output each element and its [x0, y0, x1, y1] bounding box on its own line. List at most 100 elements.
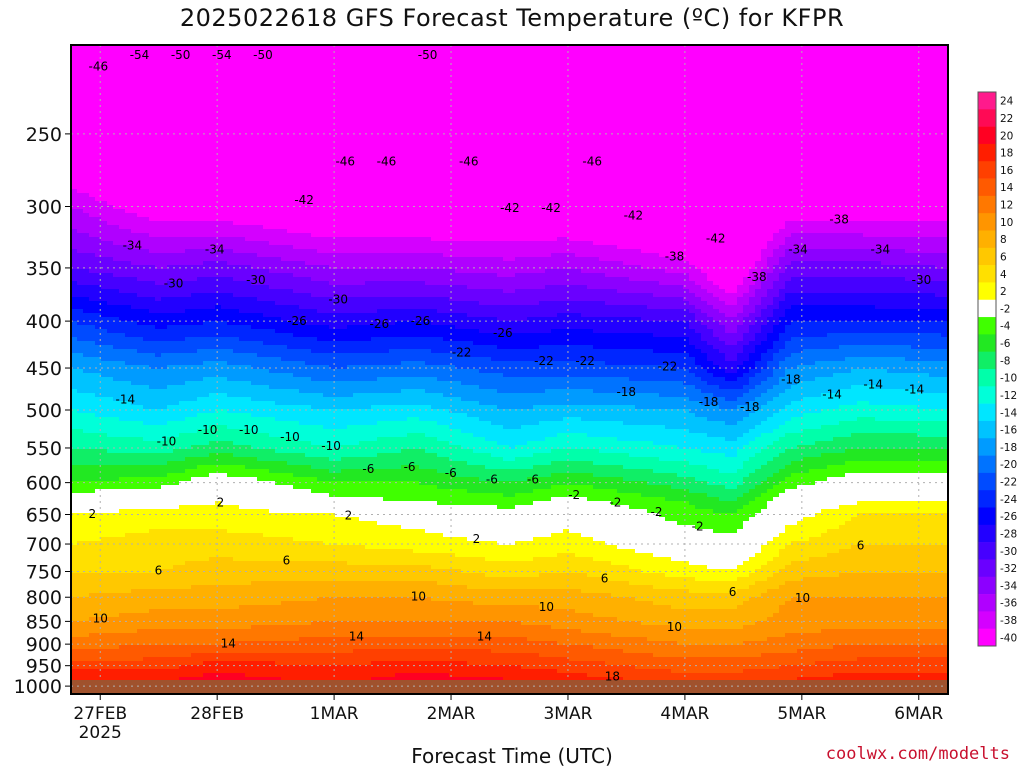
field-cell — [233, 533, 240, 538]
field-cell — [197, 217, 204, 222]
field-cell — [227, 237, 234, 242]
field-cell — [209, 233, 216, 238]
field-cell — [215, 393, 222, 398]
field-cell — [185, 293, 192, 298]
field-cell — [221, 629, 228, 634]
field-cell — [161, 177, 168, 182]
field-cell — [203, 469, 210, 474]
field-cell — [185, 585, 192, 590]
field-cell — [101, 641, 108, 646]
field-cell — [167, 589, 174, 594]
field-cell — [191, 625, 198, 630]
field-cell — [251, 233, 258, 238]
field-cell — [161, 105, 168, 110]
field-cell — [185, 529, 192, 534]
field-cell — [203, 297, 210, 302]
field-cell — [149, 145, 156, 150]
field-cell — [191, 517, 198, 522]
field-cell — [209, 581, 216, 586]
field-cell — [149, 449, 156, 454]
field-cell — [197, 413, 204, 418]
field-cell — [107, 453, 114, 458]
field-cell — [251, 417, 258, 422]
field-cell — [215, 201, 222, 206]
field-cell — [107, 421, 114, 426]
field-cell — [239, 165, 246, 170]
field-cell — [215, 305, 222, 310]
field-cell — [107, 361, 114, 366]
field-cell — [191, 185, 198, 190]
field-cell — [89, 341, 96, 346]
field-cell — [107, 501, 114, 506]
field-cell — [107, 253, 114, 258]
field-cell — [221, 441, 228, 446]
field-cell — [185, 445, 192, 450]
field-cell — [221, 233, 228, 238]
field-cell — [197, 589, 204, 594]
field-cell — [251, 289, 258, 294]
field-cell — [95, 401, 102, 406]
field-cell — [125, 541, 132, 546]
field-cell — [239, 397, 246, 402]
field-cell — [143, 509, 150, 514]
field-cell — [209, 181, 216, 186]
field-cell — [215, 377, 222, 382]
field-cell — [209, 269, 216, 274]
field-cell — [209, 585, 216, 590]
field-cell — [107, 525, 114, 530]
field-cell — [221, 565, 228, 570]
field-cell — [77, 173, 84, 178]
field-cell — [185, 505, 192, 510]
field-cell — [161, 401, 168, 406]
field-cell — [227, 253, 234, 258]
field-cell — [77, 273, 84, 278]
field-cell — [89, 97, 96, 102]
field-cell — [257, 209, 264, 214]
field-cell — [215, 85, 222, 90]
field-cell — [125, 673, 132, 678]
field-cell — [119, 513, 126, 518]
field-cell — [167, 413, 174, 418]
field-cell — [251, 573, 258, 578]
field-cell — [197, 517, 204, 522]
field-cell — [167, 269, 174, 274]
field-cell — [131, 205, 138, 210]
field-cell — [137, 265, 144, 270]
field-cell — [203, 261, 210, 266]
field-cell — [239, 145, 246, 150]
field-cell — [155, 617, 162, 622]
field-cell — [197, 417, 204, 422]
field-cell — [119, 309, 126, 314]
field-cell — [197, 181, 204, 186]
field-cell — [161, 245, 168, 250]
field-cell — [107, 601, 114, 606]
field-cell — [203, 441, 210, 446]
field-cell — [239, 389, 246, 394]
field-cell — [209, 601, 216, 606]
field-cell — [167, 189, 174, 194]
field-cell — [125, 201, 132, 206]
field-cell — [77, 321, 84, 326]
field-cell — [83, 165, 90, 170]
field-cell — [167, 369, 174, 374]
field-cell — [257, 145, 264, 150]
field-cell — [167, 121, 174, 126]
field-cell — [227, 557, 234, 562]
field-cell — [137, 465, 144, 470]
field-cell — [161, 65, 168, 70]
field-cell — [131, 429, 138, 434]
field-cell — [197, 269, 204, 274]
field-cell — [203, 373, 210, 378]
field-cell — [143, 85, 150, 90]
field-cell — [197, 457, 204, 462]
field-cell — [125, 233, 132, 238]
field-cell — [173, 209, 180, 214]
field-cell — [173, 377, 180, 382]
field-cell — [155, 241, 162, 246]
field-cell — [107, 213, 114, 218]
field-cell — [215, 469, 222, 474]
field-cell — [131, 553, 138, 558]
field-cell — [197, 529, 204, 534]
field-cell — [143, 309, 150, 314]
field-cell — [191, 493, 198, 498]
